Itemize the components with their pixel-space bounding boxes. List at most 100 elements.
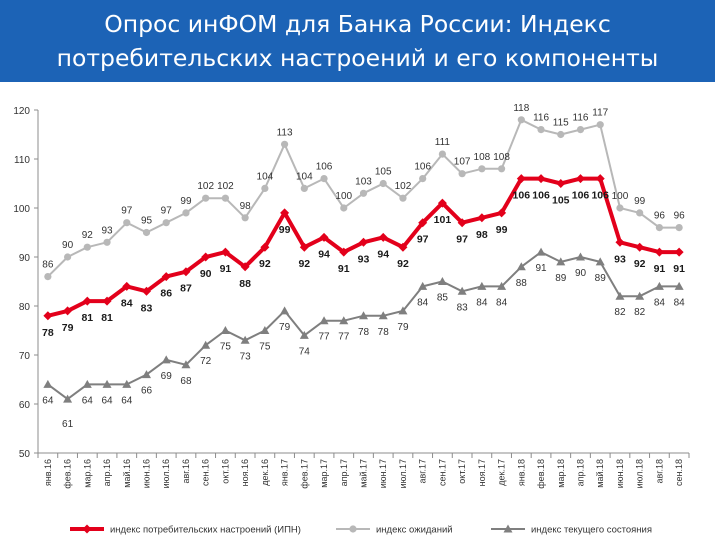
data-label: 118: [513, 103, 529, 114]
data-point: [654, 281, 664, 290]
data-point: [359, 311, 368, 320]
data-point: [261, 184, 269, 192]
data-point: [83, 243, 91, 251]
data-point: [63, 394, 73, 403]
x-tick-label: июн.18: [615, 459, 625, 488]
data-label: 84: [654, 297, 666, 308]
data-label: 105: [552, 195, 570, 207]
legend-marker: [503, 524, 513, 533]
data-point: [63, 306, 73, 316]
data-point: [398, 242, 408, 252]
x-tick-label: июл.16: [161, 459, 171, 488]
data-label: 79: [397, 322, 409, 333]
data-label: 97: [161, 206, 173, 217]
data-point: [161, 355, 171, 364]
data-label: 90: [62, 240, 74, 251]
data-point: [378, 232, 388, 242]
data-label: 93: [101, 225, 113, 236]
data-point: [516, 174, 526, 184]
data-point: [674, 247, 684, 257]
data-label: 83: [141, 302, 153, 314]
data-point: [340, 204, 348, 212]
data-point: [537, 126, 545, 134]
data-label: 108: [474, 152, 491, 163]
data-label: 64: [82, 395, 94, 406]
data-point: [202, 194, 210, 202]
data-label: 103: [355, 176, 372, 187]
data-point: [260, 242, 270, 252]
data-point: [497, 165, 506, 173]
data-label: 84: [121, 297, 133, 309]
data-point: [123, 219, 131, 227]
y-tick-label: 90: [19, 253, 31, 264]
data-label: 91: [673, 263, 685, 275]
data-label: 90: [575, 268, 587, 279]
data-point: [300, 184, 308, 192]
data-label: 100: [335, 191, 352, 202]
x-tick-label: дек.17: [497, 459, 507, 486]
data-label: 106: [591, 190, 609, 202]
data-point: [260, 326, 270, 334]
data-label: 72: [200, 356, 212, 367]
data-label: 113: [277, 127, 293, 138]
data-point: [378, 311, 388, 320]
data-point: [299, 330, 309, 339]
data-label: 64: [121, 395, 133, 406]
x-tick-label: ноя.17: [477, 459, 487, 486]
data-point: [497, 281, 507, 290]
data-label: 97: [121, 206, 133, 217]
data-label: 85: [437, 293, 449, 304]
data-label: 106: [572, 190, 590, 202]
data-label: 104: [296, 171, 313, 182]
data-point: [596, 121, 604, 129]
series-layer: [43, 116, 684, 403]
data-point: [122, 281, 132, 291]
data-point: [162, 219, 170, 227]
data-point: [43, 379, 53, 388]
data-point: [418, 281, 428, 290]
data-point: [616, 204, 624, 212]
data-point: [339, 316, 349, 325]
data-label: 99: [279, 224, 291, 236]
data-point: [399, 194, 407, 202]
data-label: 92: [298, 258, 310, 270]
data-label: 99: [496, 224, 508, 236]
data-label: 66: [141, 386, 153, 397]
data-label: 77: [318, 332, 330, 343]
data-label: 92: [397, 258, 409, 270]
data-label: 82: [614, 307, 626, 318]
data-point: [319, 316, 329, 325]
data-point: [280, 208, 290, 218]
legend-entry: индекс текущего состояния: [531, 525, 652, 536]
data-label: 91: [654, 263, 666, 275]
data-label: 106: [316, 162, 333, 173]
legend-marker: [349, 525, 357, 533]
data-point: [477, 281, 487, 290]
data-label: 68: [180, 376, 192, 387]
x-tick-label: янв.17: [280, 459, 290, 486]
data-label: 102: [395, 181, 412, 192]
x-tick-label: мар.16: [82, 459, 92, 488]
data-point: [556, 179, 566, 188]
data-labels: 78 79 81 81 84 83 86 87 90 91 88 92 99 92 94 91 93 94 92 97…: [42, 103, 685, 430]
data-point: [359, 189, 368, 197]
data-label: 75: [220, 342, 232, 353]
data-point: [161, 272, 171, 282]
data-label: 106: [414, 162, 431, 173]
data-point: [675, 224, 683, 232]
data-label: 79: [62, 322, 74, 334]
x-tick-label: фев.18: [536, 459, 546, 489]
legend-entry: индекс ожиданий: [376, 525, 453, 536]
data-point: [636, 209, 644, 217]
data-point: [142, 228, 151, 237]
data-label: 99: [180, 196, 192, 207]
data-point: [142, 286, 151, 296]
data-label: 61: [62, 419, 74, 430]
y-tick-label: 50: [19, 449, 31, 460]
y-tick-label: 110: [14, 155, 30, 166]
data-point: [44, 273, 52, 281]
data-label: 101: [434, 214, 452, 226]
y-tick-label: 100: [13, 204, 30, 215]
data-label: 84: [496, 297, 508, 308]
data-point: [201, 340, 211, 349]
